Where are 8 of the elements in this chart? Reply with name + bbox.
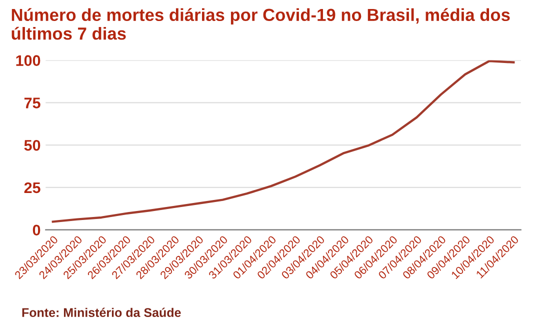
source-note: Fonte: Ministério da Saúde (22, 308, 181, 318)
y-tick-label: 50 (24, 140, 40, 151)
line-series (52, 60, 515, 223)
y-tick-label: 100 (16, 55, 40, 66)
chart-title: Número de mortes diárias por Covid-19 no Brasil, média dos últimos 7 dias (12, 8, 510, 40)
y-tick-label: 75 (24, 98, 40, 108)
y-tick-label: 25 (24, 182, 40, 194)
y-tick-label: 0 (32, 224, 40, 236)
